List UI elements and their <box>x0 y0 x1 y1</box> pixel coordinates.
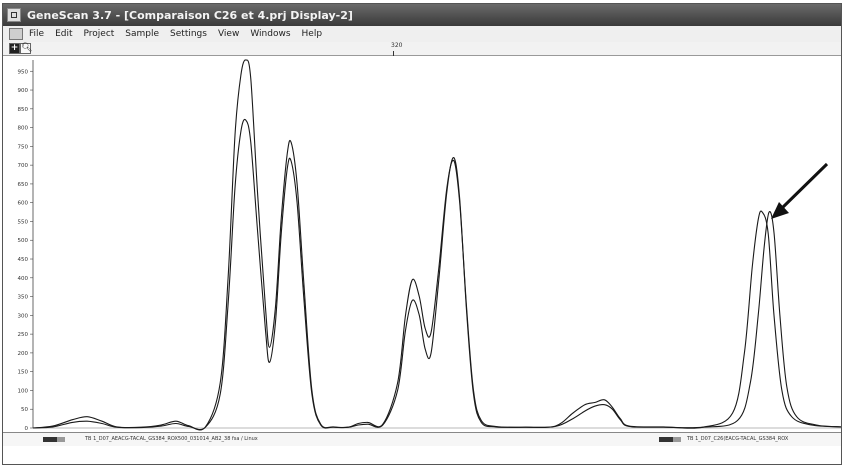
y-tick-label: 200 <box>18 351 29 357</box>
window-title: GeneScan 3.7 - [Comparaison C26 et 4.prj… <box>27 8 353 22</box>
zoom-in-icon[interactable]: + <box>9 43 20 54</box>
ruler-tick <box>393 51 394 56</box>
y-tick-label: 850 <box>18 107 29 113</box>
menu-view[interactable]: View <box>217 29 240 39</box>
traces <box>32 59 841 431</box>
y-tick-label: 950 <box>18 69 29 75</box>
arrow-shaft <box>778 162 829 212</box>
app-icon[interactable] <box>7 8 21 22</box>
menu-file[interactable]: File <box>29 29 45 39</box>
y-tick-label: 800 <box>18 126 29 132</box>
y-tick-label: 750 <box>18 144 29 150</box>
ruler-label: 320 <box>391 42 403 49</box>
app-window: GeneScan 3.7 - [Comparaison C26 et 4.prj… <box>2 3 842 465</box>
sample1-color-swatch <box>43 437 57 442</box>
menu-bar: File Edit Project Sample Settings View W… <box>3 26 841 42</box>
window-bottom-area <box>3 446 841 464</box>
sample2-color-swatch-secondary <box>673 437 681 442</box>
y-tick-label: 250 <box>18 332 29 338</box>
sample-legend-bar: TB 1_D07_AEACG-TACAL_GS384_ROX500_031014… <box>3 432 841 446</box>
y-tick-label: 500 <box>18 238 29 244</box>
trace-2 <box>32 118 841 431</box>
y-tick-label: 50 <box>21 407 28 413</box>
menu-sample[interactable]: Sample <box>125 29 160 39</box>
y-tick-label: 900 <box>18 88 29 94</box>
y-tick-label: 450 <box>18 257 29 263</box>
y-tick-label: 100 <box>18 388 29 394</box>
annotation-arrow <box>771 162 829 219</box>
menu-project[interactable]: Project <box>83 29 115 39</box>
y-tick-label: 700 <box>18 163 29 169</box>
y-tick-label: 350 <box>18 295 29 301</box>
document-icon[interactable] <box>9 28 23 40</box>
sample1-label[interactable]: TB 1_D07_AEACG-TACAL_GS384_ROX500_031014… <box>85 436 258 442</box>
y-tick-label: 400 <box>18 276 29 282</box>
y-tick-label: 0 <box>25 426 29 432</box>
sample1-color-swatch-secondary <box>57 437 65 442</box>
y-tick-label: 550 <box>18 219 29 225</box>
title-bar[interactable]: GeneScan 3.7 - [Comparaison C26 et 4.prj… <box>3 4 841 26</box>
toolbar: + 🔍︎ 320 <box>3 42 841 56</box>
y-tick-label: 650 <box>18 182 29 188</box>
menu-windows[interactable]: Windows <box>250 29 291 39</box>
menu-settings[interactable]: Settings <box>170 29 207 39</box>
menu-help[interactable]: Help <box>301 29 323 39</box>
y-tick-label: 300 <box>18 313 29 319</box>
arrow-head <box>771 202 789 219</box>
menu-edit[interactable]: Edit <box>55 29 73 39</box>
sample2-label[interactable]: TB 1_D07_C26(EACG-TACAL_GS384_ROX <box>687 436 789 442</box>
magnifier-icon[interactable]: 🔍︎ <box>20 43 33 54</box>
y-tick-label: 150 <box>18 370 29 376</box>
trace-1 <box>32 59 841 431</box>
y-axis: 0 50 100 150 200 250 300 350 400 450 500 550 600 650 7… <box>18 60 841 432</box>
y-tick-label: 600 <box>18 201 29 207</box>
sample2-color-swatch <box>659 437 673 442</box>
electropherogram-plot[interactable]: 0 50 100 150 200 250 300 350 400 450 500 550 600 650 7… <box>3 56 841 432</box>
